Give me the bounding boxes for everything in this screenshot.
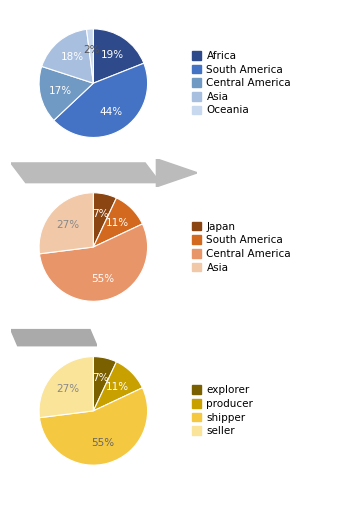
Text: 7%: 7%	[92, 373, 109, 383]
Text: 2%: 2%	[83, 45, 99, 55]
Text: 55%: 55%	[91, 274, 114, 284]
Wedge shape	[39, 388, 148, 465]
Wedge shape	[39, 224, 148, 301]
Wedge shape	[39, 193, 93, 254]
Polygon shape	[157, 159, 197, 187]
Wedge shape	[42, 29, 93, 83]
Wedge shape	[39, 356, 93, 418]
Text: 18%: 18%	[60, 52, 83, 62]
Wedge shape	[93, 362, 143, 411]
Text: 11%: 11%	[106, 218, 129, 228]
Polygon shape	[11, 330, 97, 346]
Text: 27%: 27%	[56, 383, 80, 394]
Polygon shape	[11, 163, 160, 183]
Wedge shape	[54, 63, 148, 137]
Text: 7%: 7%	[92, 209, 109, 219]
Legend: Japan, South America, Central America, Asia: Japan, South America, Central America, A…	[192, 222, 291, 272]
Text: 19%: 19%	[101, 50, 124, 60]
Legend: explorer, producer, shipper, seller: explorer, producer, shipper, seller	[192, 386, 253, 436]
Wedge shape	[39, 67, 93, 120]
Text: 11%: 11%	[106, 382, 129, 392]
Wedge shape	[93, 193, 116, 247]
Text: 55%: 55%	[91, 438, 114, 448]
Text: 27%: 27%	[56, 220, 80, 230]
Wedge shape	[87, 29, 93, 83]
Text: 44%: 44%	[100, 106, 123, 117]
Wedge shape	[93, 356, 116, 411]
Wedge shape	[93, 198, 143, 247]
Text: 17%: 17%	[49, 86, 72, 96]
Legend: Africa, South America, Central America, Asia, Oceania: Africa, South America, Central America, …	[192, 51, 291, 116]
Wedge shape	[93, 29, 144, 83]
